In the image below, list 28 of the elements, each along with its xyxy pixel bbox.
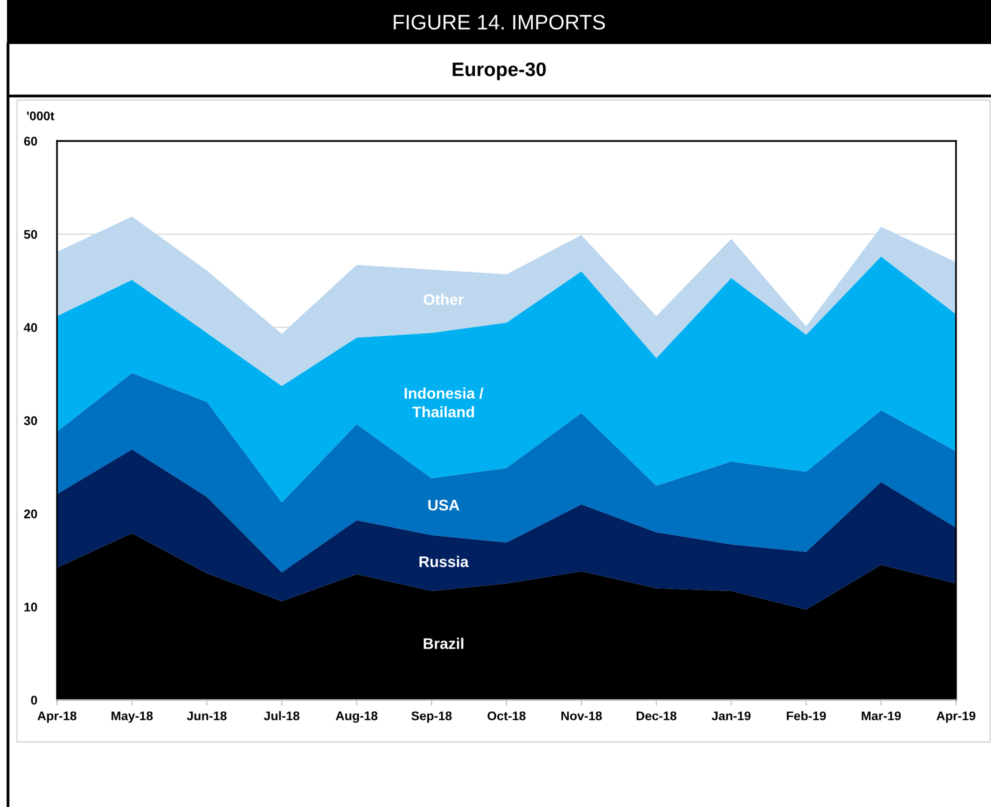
y-tick-label: 20 <box>24 509 38 518</box>
series-label: Russia <box>420 556 469 568</box>
x-tick-label: Mar-19 <box>862 711 901 720</box>
series-label: USA <box>428 500 460 511</box>
x-tick-label: Dec-18 <box>636 711 676 720</box>
y-tick-label: 10 <box>24 602 38 612</box>
series-label: Brazil <box>424 638 464 649</box>
series-label: Indonesia / Thailand <box>404 388 484 418</box>
y-tick-label: 40 <box>24 323 38 332</box>
x-tick-label: Apr-18 <box>38 711 76 723</box>
x-tick-label: Feb-19 <box>786 711 826 720</box>
y-axis-title: '000t <box>27 111 54 120</box>
y-tick-label: 30 <box>24 416 38 426</box>
x-tick-label: May-18 <box>112 711 153 723</box>
chart-title: FIGURE 14. IMPORTS <box>394 14 605 30</box>
series-label: Other <box>424 294 464 305</box>
x-tick-label: Jun-18 <box>186 711 227 720</box>
x-tick-label: Jul-18 <box>264 711 300 720</box>
y-tick-label: 0 <box>31 696 38 705</box>
x-tick-label: Aug-18 <box>336 711 378 723</box>
y-tick-label: 60 <box>24 136 38 146</box>
chart-subtitle: Europe-30 <box>452 62 546 80</box>
x-tick-label: Nov-18 <box>561 711 602 720</box>
x-tick-label: Sep-18 <box>411 711 452 723</box>
x-tick-label: Oct-18 <box>488 711 526 720</box>
x-tick-label: Apr-19 <box>936 711 976 723</box>
x-tick-label: Jan-19 <box>712 711 751 720</box>
y-tick-label: 50 <box>24 230 38 239</box>
